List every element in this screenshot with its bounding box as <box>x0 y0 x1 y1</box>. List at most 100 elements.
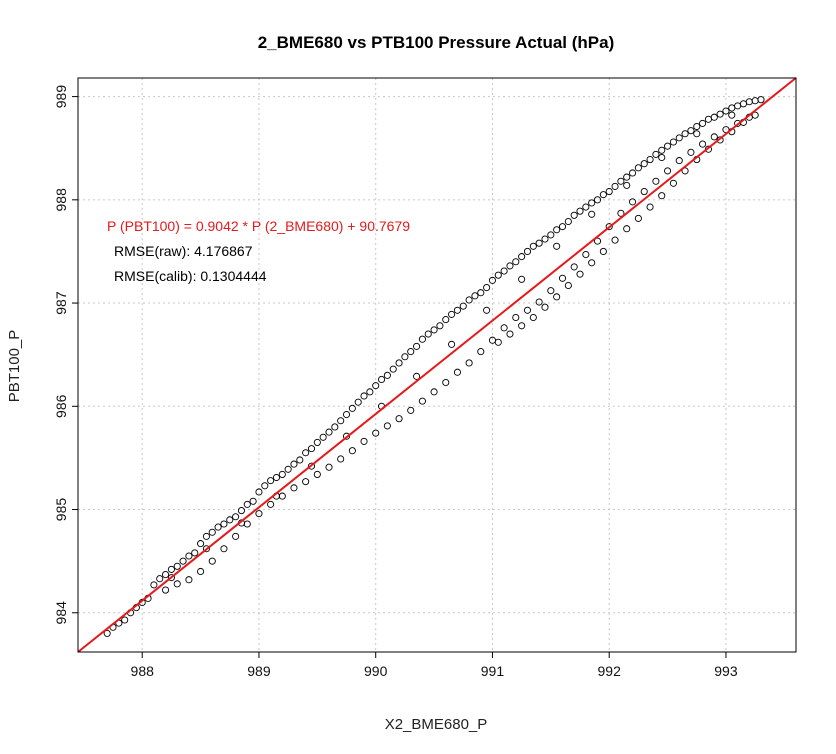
data-point <box>582 203 590 211</box>
data-point <box>658 153 666 162</box>
regression-line <box>77 77 797 653</box>
data-point <box>523 306 532 314</box>
data-point <box>564 217 572 226</box>
data-point <box>302 449 310 457</box>
fit-line-layer <box>77 77 797 653</box>
data-point <box>232 513 240 521</box>
data-point <box>693 130 701 138</box>
data-point <box>629 198 637 206</box>
axes: 988 989 990 991 992 993 984 985 986 987 988 989 <box>53 85 738 679</box>
data-point <box>208 528 216 536</box>
data-point <box>646 156 654 164</box>
data-point <box>664 167 672 175</box>
data-point <box>173 562 181 570</box>
data-point <box>290 460 298 468</box>
scatter-points <box>103 96 765 637</box>
data-point <box>418 397 426 405</box>
data-point <box>208 557 216 565</box>
data-point <box>757 96 765 104</box>
data-point <box>278 492 286 500</box>
data-point <box>675 134 683 142</box>
data-point <box>687 148 695 156</box>
data-point <box>728 111 736 119</box>
data-point <box>226 516 234 524</box>
data-point <box>232 532 240 540</box>
data-point <box>494 338 502 346</box>
data-point <box>541 303 549 311</box>
data-point <box>249 497 257 505</box>
x-tick-label: 989 <box>247 663 271 679</box>
data-point <box>255 510 263 518</box>
data-point <box>395 359 403 367</box>
data-point <box>237 507 245 515</box>
data-point <box>693 122 701 131</box>
data-point <box>582 250 590 259</box>
data-point <box>290 484 298 492</box>
data-point <box>523 247 532 255</box>
data-point <box>366 388 374 396</box>
data-point <box>716 110 724 118</box>
data-point <box>500 324 508 332</box>
data-point <box>185 552 193 560</box>
data-point <box>179 557 187 565</box>
data-point <box>337 417 345 425</box>
data-point <box>558 274 567 282</box>
data-point <box>342 432 351 440</box>
data-point <box>745 98 753 106</box>
data-point <box>518 253 526 261</box>
data-point <box>331 423 339 431</box>
data-point <box>214 523 222 531</box>
data-point <box>570 263 578 271</box>
data-point <box>512 258 520 266</box>
data-point <box>448 310 456 318</box>
data-point <box>342 410 351 419</box>
data-point <box>103 629 111 637</box>
data-point <box>553 293 561 301</box>
data-point <box>220 520 228 528</box>
data-point <box>611 182 619 190</box>
data-point <box>395 415 403 423</box>
data-point <box>699 140 707 148</box>
data-point <box>313 470 321 478</box>
data-point <box>167 565 175 573</box>
data-point <box>442 316 450 324</box>
data-point <box>629 169 637 177</box>
data-point <box>576 207 584 215</box>
plot-frame <box>77 77 797 653</box>
data-point <box>588 210 596 218</box>
data-point <box>173 580 181 588</box>
x-tick-label: 991 <box>481 663 505 679</box>
data-point <box>418 335 426 343</box>
data-point <box>599 191 607 199</box>
data-point <box>436 322 444 330</box>
data-point <box>150 581 158 589</box>
data-point <box>267 477 275 485</box>
data-point <box>162 571 170 579</box>
y-tick-label: 989 <box>53 85 69 109</box>
data-point <box>541 235 549 243</box>
y-tick-label: 986 <box>53 394 69 418</box>
data-point <box>162 586 170 594</box>
data-point <box>640 160 648 168</box>
data-point <box>687 127 695 135</box>
data-point <box>518 275 526 283</box>
data-point <box>593 237 602 245</box>
data-point <box>477 348 485 356</box>
rmse-raw-annotation: RMSE(raw): 4.176867 <box>114 243 253 259</box>
data-point <box>623 225 631 233</box>
x-tick-label: 988 <box>131 663 155 679</box>
data-point <box>313 438 321 446</box>
data-point <box>360 437 368 445</box>
data-point <box>471 292 479 300</box>
data-point <box>121 616 129 624</box>
data-point <box>576 270 584 278</box>
data-point <box>500 267 508 275</box>
data-point <box>407 406 415 414</box>
data-point <box>407 348 415 356</box>
data-point <box>506 330 514 338</box>
data-point <box>734 102 742 110</box>
data-point <box>506 262 514 270</box>
data-point <box>325 463 333 471</box>
chart-title: 2_BME680 vs PTB100 Pressure Actual (hPa) <box>258 33 615 52</box>
data-point <box>348 404 356 412</box>
